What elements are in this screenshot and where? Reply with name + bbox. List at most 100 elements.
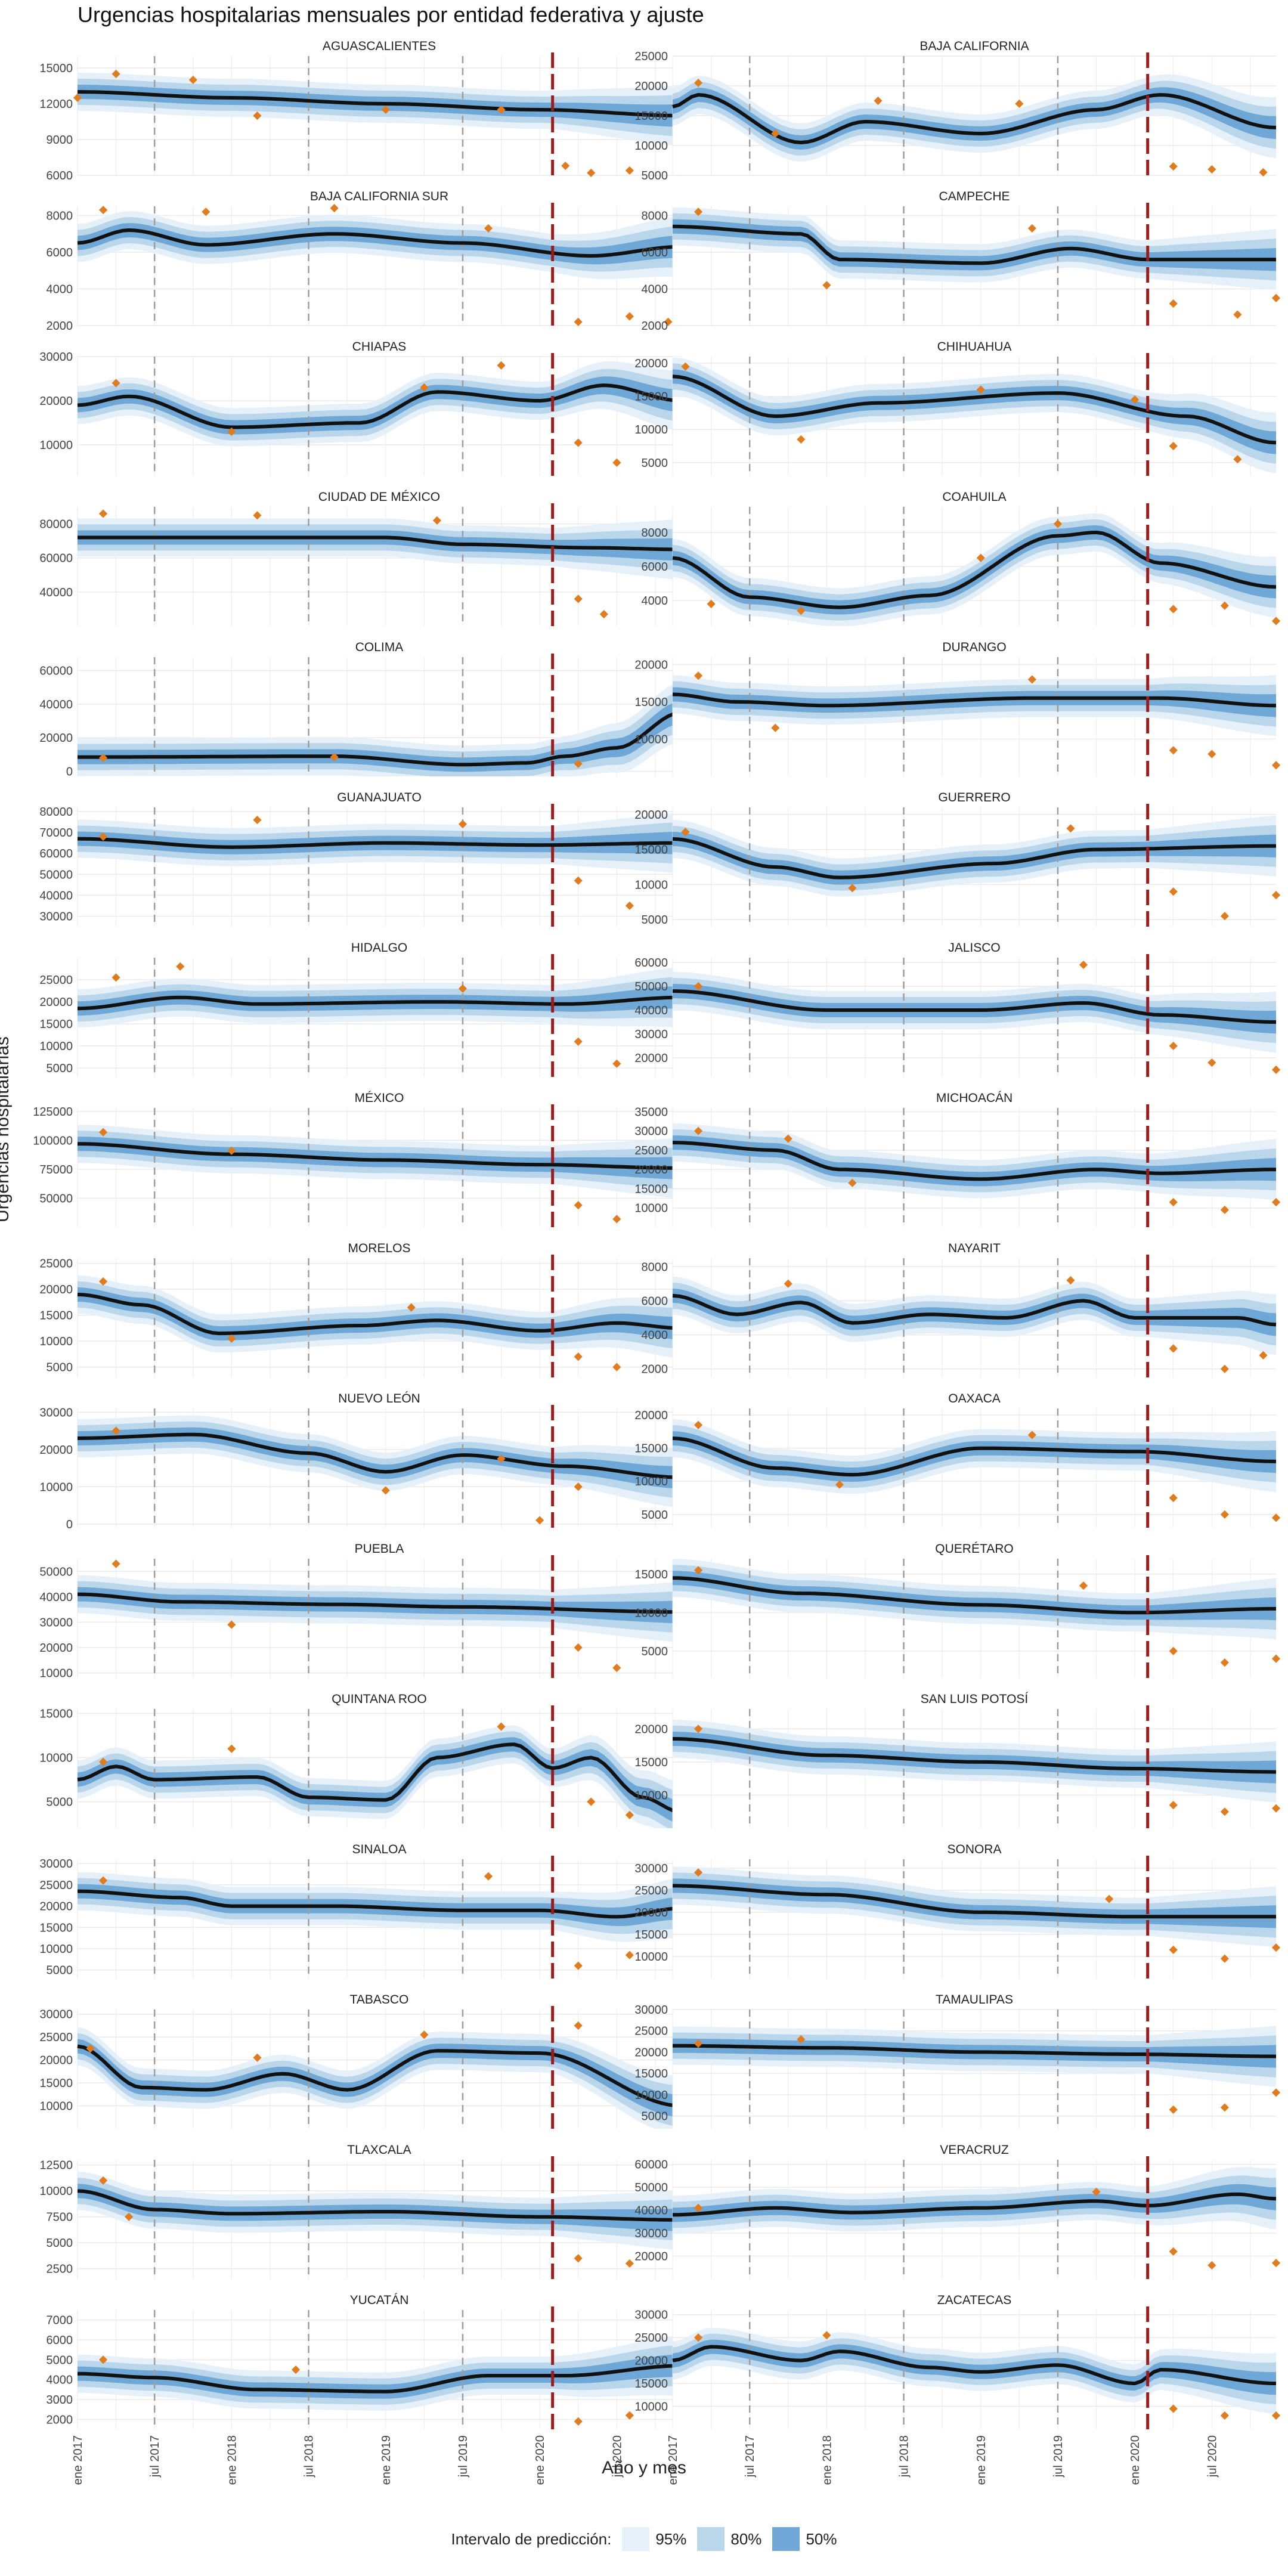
y-tick-label: 15000 xyxy=(39,2077,73,2090)
x-tick-label: ene 2020 xyxy=(1129,2435,1142,2485)
x-tick-label: jul 2019 xyxy=(1052,2435,1065,2478)
y-tick-label: 5000 xyxy=(642,169,668,182)
observed-point xyxy=(694,2203,703,2212)
fit-line xyxy=(77,837,682,849)
x-axis-label: Año y mes xyxy=(602,2458,686,2478)
y-tick-label: 10000 xyxy=(634,1950,668,1964)
panel-title: PUEBLA xyxy=(355,1542,404,1556)
panel: TAMAULIPAS 5000 10000 15000 20000 25000 30000 xyxy=(634,1993,1281,2129)
y-tick-label: 25000 xyxy=(634,50,668,63)
observed-point xyxy=(1271,2411,1281,2420)
observed-point xyxy=(822,2331,831,2340)
y-tick-label: 5000 xyxy=(47,2237,73,2250)
y-tick-label: 30000 xyxy=(634,1028,668,1041)
y-tick-label: 20000 xyxy=(634,357,668,370)
fit-line xyxy=(672,837,1276,880)
y-tick-label: 20000 xyxy=(634,659,668,672)
x-tick-label: ene 2018 xyxy=(821,2435,834,2485)
x-tick-label: jul 2017 xyxy=(744,2435,757,2478)
panel-title: DURANGO xyxy=(942,640,1006,654)
observed-point xyxy=(574,2021,583,2030)
panel: DURANGO 10000 15000 20000 xyxy=(634,640,1281,776)
observed-point xyxy=(664,317,673,326)
fit-line xyxy=(672,374,1277,445)
panel: PUEBLA 10000 20000 30000 40000 50000 xyxy=(39,1542,686,1680)
observed-point xyxy=(587,168,596,178)
y-tick-label: 80000 xyxy=(39,806,73,819)
y-tick-label: 50000 xyxy=(39,1192,73,1205)
y-tick-label: 30000 xyxy=(39,910,73,923)
panel: QUINTANA ROO 5000 10000 15000 xyxy=(39,1692,686,1828)
y-tick-label: 20000 xyxy=(634,1052,668,1065)
y-tick-label: 30000 xyxy=(634,1125,668,1138)
y-tick-label: 9000 xyxy=(47,134,73,147)
observed-point xyxy=(681,828,690,837)
panel-title: TABASCO xyxy=(350,1993,409,2007)
y-tick-label: 10000 xyxy=(39,1481,73,1494)
panel-title: CHIAPAS xyxy=(352,340,407,354)
observed-point xyxy=(784,1279,792,1288)
y-tick-label: 2000 xyxy=(47,320,73,333)
observed-point xyxy=(681,362,690,371)
observed-point xyxy=(574,1037,583,1046)
observed-point xyxy=(574,1482,583,1491)
y-tick-label: 10000 xyxy=(634,1202,668,1215)
y-tick-label: 20000 xyxy=(634,1163,668,1176)
y-tick-label: 20000 xyxy=(39,395,73,408)
y-tick-label: 7500 xyxy=(47,2211,73,2224)
y-tick-label: 25000 xyxy=(39,974,73,987)
y-tick-label: 10000 xyxy=(634,2089,668,2102)
observed-point xyxy=(707,599,716,608)
observed-point xyxy=(1169,1198,1178,1207)
observed-point xyxy=(1079,960,1088,970)
observed-point xyxy=(1169,1945,1178,1954)
observed-point xyxy=(1220,912,1229,921)
observed-point xyxy=(188,75,197,85)
observed-point xyxy=(1220,1510,1229,1519)
fit-line xyxy=(77,228,682,258)
y-tick-label: 30000 xyxy=(634,2004,668,2017)
panel-title: HIDALGO xyxy=(351,941,408,955)
observed-point xyxy=(1271,1804,1281,1813)
y-tick-label: 20000 xyxy=(634,2250,668,2264)
y-tick-label: 25000 xyxy=(39,1879,73,1892)
y-tick-label: 60000 xyxy=(634,2159,668,2172)
observed-point xyxy=(835,1480,844,1489)
panel: CIUDAD DE MÉXICO 40000 60000 80000 xyxy=(39,490,686,626)
y-tick-label: 10000 xyxy=(634,878,668,891)
y-tick-label: 20000 xyxy=(39,1283,73,1296)
fit-line xyxy=(77,1742,682,1815)
observed-point xyxy=(1208,750,1216,758)
y-tick-label: 15000 xyxy=(634,1182,668,1196)
observed-point xyxy=(599,609,608,619)
observed-point xyxy=(771,723,780,732)
y-tick-label: 40000 xyxy=(39,586,73,599)
observed-point xyxy=(1169,1801,1178,1810)
fit-line xyxy=(672,530,1277,609)
panel-title: GUERRERO xyxy=(938,791,1010,804)
fit-line xyxy=(672,2345,1277,2386)
y-tick-label: 15000 xyxy=(39,1309,73,1323)
y-tick-label: 60000 xyxy=(634,956,668,970)
y-tick-label: 70000 xyxy=(39,826,73,840)
observed-point xyxy=(1220,1364,1229,1373)
legend-swatch-95 xyxy=(622,2527,650,2551)
y-tick-label: 20000 xyxy=(634,1723,668,1736)
observed-point xyxy=(976,385,985,394)
y-tick-label: 25000 xyxy=(39,1258,73,1271)
panel: MICHOACÁN 10000 15000 20000 25000 30000 35000 xyxy=(634,1091,1281,1227)
panel-title: COAHUILA xyxy=(942,490,1006,504)
x-tick-label: jul 2017 xyxy=(148,2435,162,2478)
y-tick-label: 15000 xyxy=(634,2377,668,2391)
panel: SAN LUIS POTOSÍ 10000 15000 20000 xyxy=(634,1692,1281,1828)
y-tick-label: 50000 xyxy=(39,868,73,881)
observed-point xyxy=(574,759,583,768)
observed-point xyxy=(1066,824,1075,833)
y-tick-label: 6000 xyxy=(47,169,73,182)
y-tick-label: 15000 xyxy=(634,844,668,857)
y-tick-label: 125000 xyxy=(33,1106,73,1119)
y-tick-label: 15000 xyxy=(39,1921,73,1934)
y-tick-label: 60000 xyxy=(39,665,73,678)
panel: NAYARIT 2000 4000 6000 8000 xyxy=(642,1241,1277,1377)
